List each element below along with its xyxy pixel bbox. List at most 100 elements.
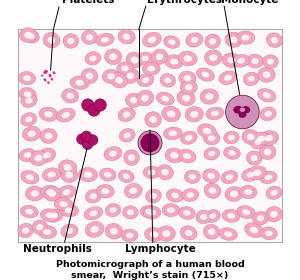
Ellipse shape (150, 231, 158, 237)
Ellipse shape (121, 229, 138, 242)
Ellipse shape (184, 75, 191, 81)
Ellipse shape (81, 68, 98, 84)
Ellipse shape (203, 224, 220, 239)
Ellipse shape (164, 77, 171, 83)
Ellipse shape (58, 185, 76, 199)
Ellipse shape (265, 175, 272, 180)
Text: Lymphocyte: Lymphocyte (125, 244, 196, 254)
Ellipse shape (141, 95, 149, 102)
Ellipse shape (184, 170, 200, 183)
Ellipse shape (147, 66, 155, 71)
Ellipse shape (156, 92, 174, 105)
Ellipse shape (265, 135, 274, 141)
Ellipse shape (51, 78, 53, 81)
Ellipse shape (143, 166, 160, 179)
Text: Platelets: Platelets (62, 0, 114, 5)
Ellipse shape (49, 74, 52, 78)
Ellipse shape (59, 204, 79, 217)
Ellipse shape (237, 206, 255, 219)
Circle shape (88, 104, 100, 116)
Circle shape (87, 135, 98, 145)
Ellipse shape (25, 116, 32, 122)
Ellipse shape (262, 71, 270, 78)
Ellipse shape (196, 68, 214, 81)
Ellipse shape (47, 172, 56, 178)
Ellipse shape (250, 227, 258, 234)
Ellipse shape (209, 187, 216, 194)
Ellipse shape (207, 173, 215, 179)
Ellipse shape (149, 116, 157, 123)
Ellipse shape (271, 37, 278, 43)
Ellipse shape (45, 212, 54, 218)
Ellipse shape (127, 209, 134, 215)
Ellipse shape (27, 33, 35, 39)
Ellipse shape (63, 34, 79, 48)
Ellipse shape (205, 210, 220, 223)
Ellipse shape (143, 206, 161, 219)
Ellipse shape (46, 189, 55, 195)
Ellipse shape (39, 107, 58, 121)
Ellipse shape (254, 139, 262, 145)
Ellipse shape (252, 211, 268, 225)
Ellipse shape (179, 71, 196, 85)
Ellipse shape (185, 84, 193, 90)
Ellipse shape (43, 70, 48, 74)
Ellipse shape (247, 134, 255, 140)
Ellipse shape (270, 211, 278, 218)
Ellipse shape (82, 30, 98, 45)
Ellipse shape (171, 193, 179, 199)
Ellipse shape (206, 107, 224, 120)
Ellipse shape (240, 108, 245, 112)
Ellipse shape (105, 204, 121, 217)
Ellipse shape (237, 58, 245, 64)
Ellipse shape (20, 205, 38, 218)
Ellipse shape (196, 210, 212, 224)
Ellipse shape (94, 106, 100, 109)
Ellipse shape (152, 49, 168, 64)
Ellipse shape (182, 95, 190, 101)
Ellipse shape (161, 96, 169, 102)
Ellipse shape (85, 189, 101, 203)
Ellipse shape (117, 62, 133, 75)
Ellipse shape (105, 223, 123, 239)
Ellipse shape (205, 34, 220, 49)
Ellipse shape (126, 52, 144, 68)
Ellipse shape (124, 132, 131, 138)
Ellipse shape (156, 53, 164, 60)
Circle shape (82, 139, 93, 150)
Ellipse shape (190, 111, 198, 118)
Ellipse shape (65, 172, 73, 178)
Ellipse shape (201, 72, 209, 78)
Ellipse shape (204, 50, 222, 66)
Ellipse shape (142, 32, 161, 47)
Ellipse shape (136, 90, 154, 106)
Ellipse shape (209, 54, 217, 61)
Ellipse shape (183, 210, 190, 216)
Ellipse shape (230, 36, 237, 43)
Ellipse shape (45, 133, 52, 139)
Ellipse shape (145, 227, 164, 241)
Ellipse shape (123, 173, 130, 179)
Ellipse shape (104, 49, 122, 65)
Ellipse shape (31, 190, 39, 197)
Ellipse shape (258, 67, 275, 82)
Ellipse shape (204, 183, 221, 198)
Ellipse shape (64, 164, 72, 171)
Ellipse shape (123, 33, 130, 40)
Ellipse shape (85, 73, 93, 79)
Ellipse shape (32, 220, 48, 234)
Ellipse shape (121, 66, 129, 71)
Ellipse shape (25, 98, 33, 104)
Ellipse shape (242, 35, 250, 41)
Ellipse shape (168, 39, 176, 45)
Ellipse shape (236, 31, 255, 44)
Ellipse shape (65, 207, 74, 213)
Ellipse shape (118, 108, 135, 122)
Ellipse shape (230, 191, 238, 197)
Ellipse shape (26, 186, 44, 201)
Ellipse shape (204, 147, 220, 160)
Ellipse shape (242, 129, 260, 144)
Ellipse shape (90, 193, 97, 199)
Ellipse shape (266, 186, 282, 199)
Ellipse shape (157, 226, 176, 241)
